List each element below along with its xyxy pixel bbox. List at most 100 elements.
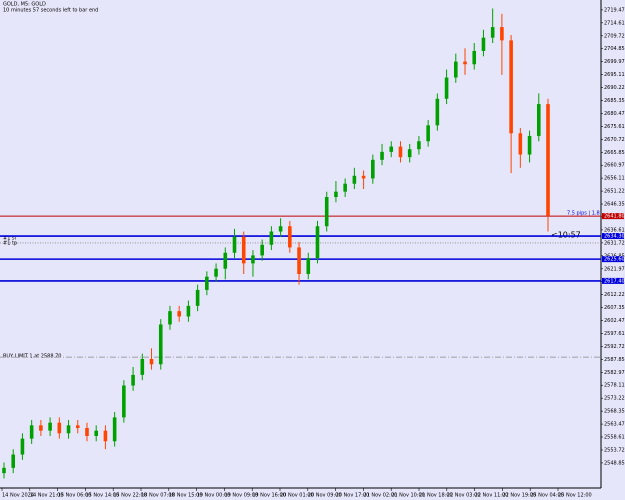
candle-body (315, 226, 320, 259)
order-label: #1 tp (3, 241, 17, 247)
price-label-box (602, 277, 624, 284)
y-tick-label: 2563.47 (604, 422, 625, 428)
candle-body (75, 425, 80, 428)
y-tick-label: 2582.97 (604, 370, 625, 376)
x-tick-label: 25 Nov 12:00 (558, 493, 592, 499)
candle-body (536, 104, 541, 136)
candle-body (398, 146, 403, 158)
candle-body (251, 255, 255, 264)
candle-body (223, 252, 228, 269)
candle-body (131, 374, 135, 386)
candle-body (453, 61, 458, 78)
y-tick-label: 2685.35 (604, 98, 625, 104)
price-label-box (602, 213, 624, 220)
candle-body (361, 175, 366, 179)
x-tick-label: 19 Nov 00:00 (197, 493, 231, 499)
y-tick-label: 2709.72 (604, 33, 625, 39)
candle-body (11, 454, 16, 468)
candle-body (112, 417, 117, 442)
y-tick-label: 2553.72 (604, 447, 625, 453)
candle-body (546, 104, 550, 216)
candle-body (186, 305, 191, 317)
x-tick-label: 25 Nov 04:00 (530, 493, 564, 499)
candle-body (297, 247, 301, 275)
y-tick-label: 2656.11 (604, 176, 625, 182)
x-tick-label: 18 Nov 15:00 (169, 493, 203, 499)
y-tick-label: 2621.97 (604, 266, 625, 272)
candle-body (426, 125, 430, 142)
candle-body (380, 151, 384, 160)
pips-label: 7.5 pips | 1.8 (567, 211, 600, 217)
price-label: 2634.30 (604, 234, 625, 240)
candle-body (463, 61, 467, 65)
candle-body (103, 430, 108, 442)
candle-body (306, 258, 311, 275)
candle-body (288, 226, 292, 248)
candle-body (20, 438, 25, 455)
y-tick-label: 2558.61 (604, 434, 625, 440)
candle-body (444, 77, 449, 99)
candle-body (66, 425, 71, 434)
candle-body (205, 276, 209, 290)
x-tick-label: 19 Nov 16:00 (252, 493, 286, 499)
candle-body (94, 430, 99, 436)
y-tick-label: 2704.85 (604, 46, 625, 52)
candle-body (278, 226, 283, 232)
y-tick-label: 2719.47 (604, 7, 625, 13)
candle-body (48, 422, 52, 431)
y-tick-label: 2665.85 (604, 150, 625, 156)
candle-body (85, 427, 89, 436)
candle-body (140, 358, 145, 375)
y-tick-label: 2578.11 (604, 383, 625, 389)
y-tick-label: 2675.61 (604, 124, 625, 130)
candle-body (472, 50, 477, 65)
candle-body (158, 324, 163, 365)
y-tick-label: 2646.35 (604, 202, 625, 208)
candle-body (149, 358, 154, 365)
x-tick-label: 20 Nov 09:00 (308, 493, 342, 499)
candle-body (177, 311, 181, 317)
candle-body (260, 244, 264, 256)
price-label-box (602, 233, 624, 240)
price-label: 2641.80 (604, 214, 625, 220)
candle-body (352, 175, 357, 184)
candle-body (214, 268, 218, 277)
candle-body (343, 183, 347, 192)
x-tick-label: 22 Nov 19:00 (502, 493, 536, 499)
y-tick-label: 2695.11 (604, 72, 625, 78)
candle-body (389, 146, 394, 152)
y-tick-label: 2592.72 (604, 344, 625, 350)
y-tick-label: 2602.47 (604, 318, 625, 324)
candle-body (509, 40, 513, 134)
x-tick-label: 18 Nov 07:00 (141, 493, 175, 499)
y-tick-label: 2690.22 (604, 85, 625, 91)
x-tick-label: 15 Nov 22:00 (113, 493, 147, 499)
x-tick-label: 22 Nov 03:00 (447, 493, 481, 499)
y-tick-label: 2548.85 (604, 460, 625, 466)
x-tick-label: 19 Nov 09:00 (224, 493, 258, 499)
y-tick-label: 2631.72 (604, 240, 625, 246)
y-tick-label: 2699.97 (604, 59, 625, 65)
y-tick-label: 2568.35 (604, 409, 625, 415)
x-tick-label: 15 Nov 06:00 (58, 493, 92, 499)
y-tick-label: 2660.97 (604, 163, 625, 169)
candle-body (417, 141, 421, 150)
candle-body (371, 159, 375, 179)
order-label: #1 sl (3, 236, 16, 242)
candle-body (500, 27, 504, 41)
y-tick-label: 2573.22 (604, 396, 625, 402)
y-tick-label: 2587.85 (604, 357, 625, 363)
countdown: <10:57 (551, 231, 581, 240)
candle-body (481, 37, 486, 51)
chart-subtitle: 10 minutes 57 seconds left to bar end (3, 8, 98, 14)
price-label-box (602, 256, 624, 263)
y-tick-label: 2670.72 (604, 137, 625, 143)
y-tick-label: 2597.61 (604, 331, 625, 337)
x-tick-label: 20 Nov 01:00 (280, 493, 314, 499)
x-tick-label: 15 Nov 14:00 (85, 493, 119, 499)
x-tick-label: 20 Nov 17:00 (336, 493, 370, 499)
y-tick-label: 2636.61 (604, 227, 625, 233)
y-tick-label: 2607.35 (604, 305, 625, 311)
